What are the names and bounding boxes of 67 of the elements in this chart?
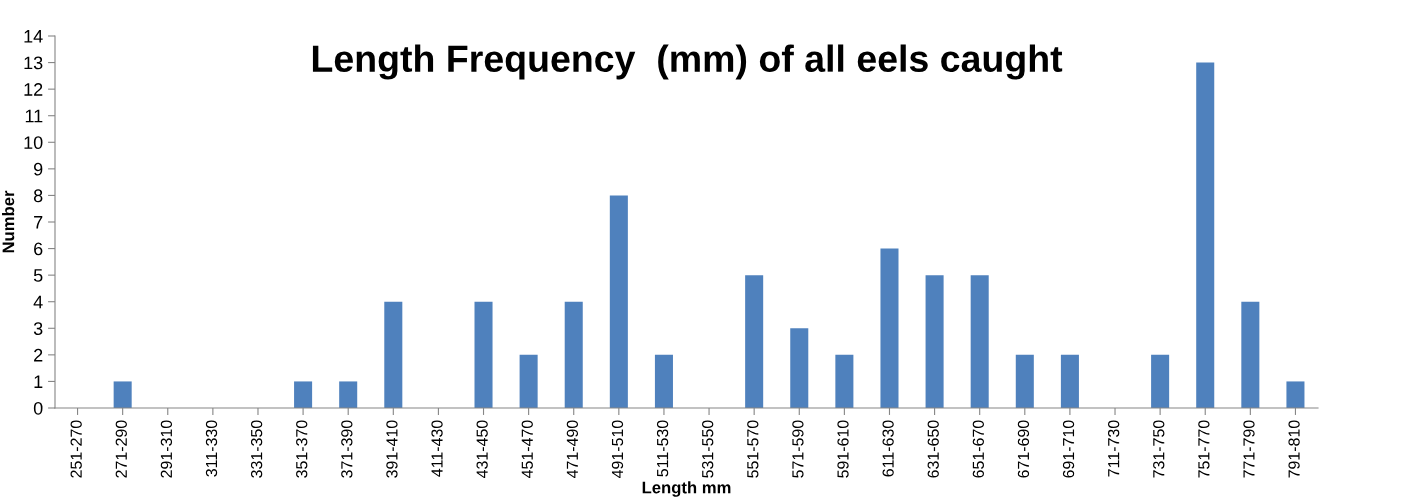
y-tick-label: 13	[24, 56, 43, 70]
y-tick-label: 8	[33, 189, 43, 203]
x-tick-label: 771-790	[1243, 420, 1255, 478]
x-tick-label: 291-310	[160, 420, 173, 478]
bar	[294, 381, 313, 408]
y-tick-label: 11	[25, 109, 43, 123]
x-tick-label: 631-650	[927, 420, 939, 478]
y-tick-label: 12	[24, 83, 43, 96]
x-tick-label: 651-670	[972, 420, 984, 478]
x-tick-label: 751-770	[1198, 420, 1210, 478]
bar	[474, 301, 493, 408]
x-tick-label: 551-570	[747, 420, 759, 478]
x-tick-label: 591-610	[837, 420, 849, 478]
x-tick-label: 271-290	[115, 420, 127, 478]
x-tick-label: 251-270	[70, 420, 82, 478]
bar	[1286, 381, 1305, 408]
x-tick-label: 611-630	[882, 420, 894, 477]
bar	[564, 301, 583, 408]
bar	[1151, 354, 1170, 408]
y-tick-label: 0	[33, 401, 43, 415]
x-axis-title: Length mm	[642, 481, 731, 497]
x-tick-label: 791-810	[1288, 420, 1300, 478]
x-tick-label: 371-390	[341, 420, 353, 478]
x-tick-label: 311-330	[205, 420, 218, 477]
x-tick-label: 491-510	[611, 420, 624, 479]
y-axis-title: Number	[2, 190, 15, 253]
bar	[654, 354, 673, 408]
bar	[970, 275, 989, 408]
bar	[745, 275, 764, 408]
x-tick-label: 451-470	[521, 420, 533, 479]
bar	[880, 248, 899, 408]
bar	[1196, 62, 1215, 408]
bar	[1060, 354, 1079, 408]
y-tick-label: 4	[33, 295, 43, 309]
x-tick-label: 671-690	[1017, 420, 1030, 478]
y-tick-label: 1	[34, 375, 43, 388]
y-tick-label: 5	[33, 269, 43, 282]
x-tick-label: 351-370	[296, 420, 308, 478]
x-tick-label: 691-710	[1062, 420, 1075, 478]
x-tick-label: 431-450	[476, 420, 488, 479]
y-tick-label: 7	[34, 216, 43, 229]
x-tick-label: 531-550	[702, 420, 714, 478]
x-tick-label: 731-750	[1153, 420, 1165, 478]
bar	[1241, 301, 1260, 408]
bar	[1015, 354, 1034, 408]
x-tick-label: 571-590	[792, 420, 804, 478]
bar	[609, 195, 628, 408]
x-tick-label: 331-350	[250, 420, 263, 478]
chart-title: Length Frequency (mm) of all eels caught	[312, 44, 1063, 80]
bar	[113, 381, 132, 408]
y-tick-label: 14	[24, 30, 43, 43]
y-tick-label: 9	[34, 162, 43, 176]
y-tick-label: 10	[24, 136, 43, 150]
bar	[384, 301, 403, 408]
x-tick-label: 471-490	[566, 420, 579, 479]
x-tick-label: 391-410	[386, 420, 398, 478]
y-tick-label: 2	[34, 348, 43, 362]
x-tick-label: 411-430	[431, 420, 443, 477]
bar	[519, 354, 538, 408]
bar	[835, 354, 854, 408]
x-tick-label: 511-530	[656, 420, 669, 477]
bar	[925, 275, 944, 408]
y-tick-label: 3	[33, 322, 43, 336]
y-tick-label: 6	[34, 242, 43, 256]
bar	[339, 381, 358, 408]
x-tick-label: 711-730	[1108, 420, 1120, 477]
bar	[790, 328, 809, 408]
